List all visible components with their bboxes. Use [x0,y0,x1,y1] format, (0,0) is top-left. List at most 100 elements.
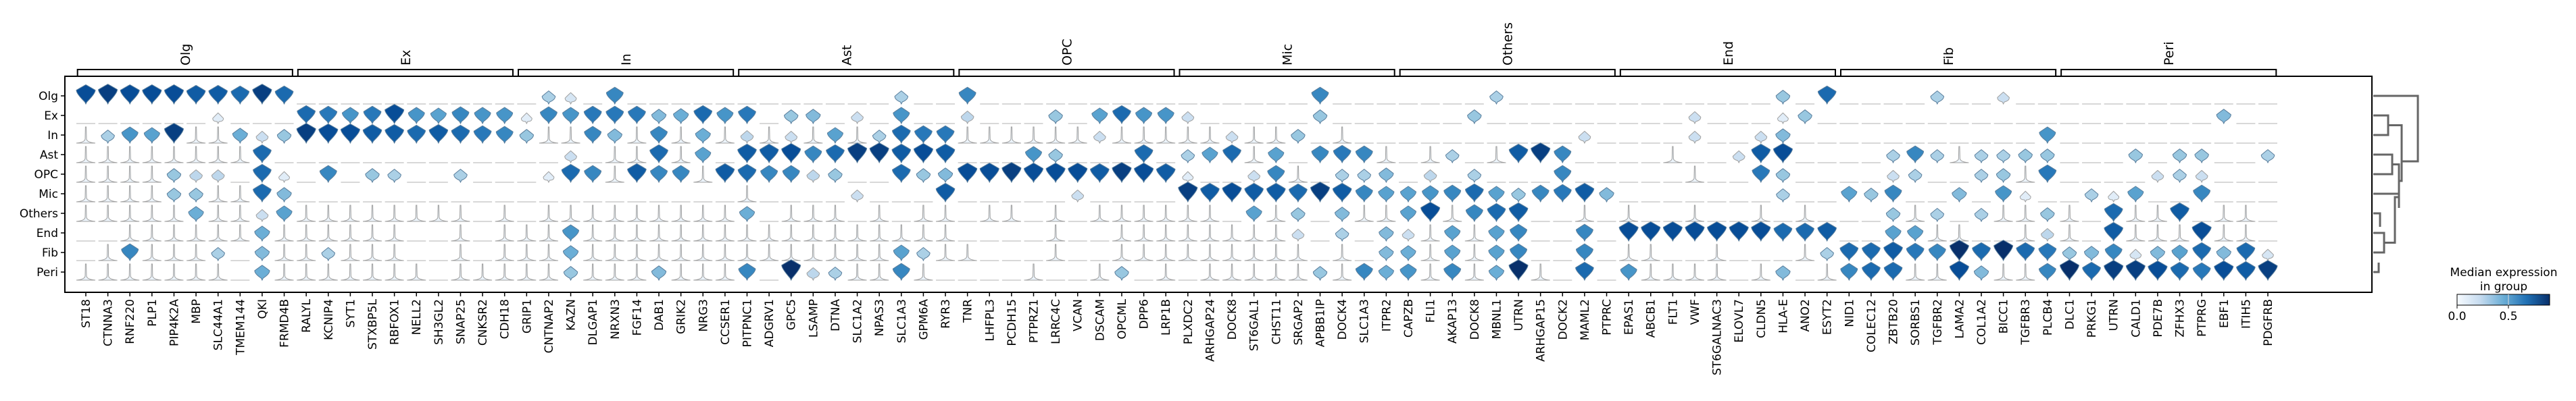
violin [891,224,911,242]
violin [1247,169,1260,184]
x-tick-label: DLGAP1 [587,299,600,345]
group-bracket [1179,69,1395,76]
group-label: Peri [2162,41,2177,65]
x-tick-label: ELOVL7 [1733,299,1746,343]
violin [1488,244,1505,262]
violin [387,168,401,184]
violin [1312,266,1328,282]
violin [120,165,140,183]
violin [716,107,734,125]
x-tick-label: APBB1IP [1314,299,1328,347]
violin [120,263,140,281]
violin [605,205,624,222]
violin [1599,187,1614,203]
violin [672,165,690,184]
group-bracket [2060,69,2277,76]
violin [274,244,294,261]
x-tick-label: ST6GALNAC3 [1711,299,1725,375]
violin [2192,242,2211,262]
x-tick-label: COL1A2 [1975,299,1989,345]
y-tick-label: Mic [39,188,58,201]
violin [1886,149,1900,164]
violin [1024,126,1043,144]
violin [385,263,404,281]
x-tick-label: QKI [256,299,270,319]
violin [142,84,162,105]
x-tick-label: RNF220 [124,299,137,344]
violin [1156,244,1176,261]
violin [1333,126,1352,144]
violin [187,224,206,242]
violin [274,263,294,281]
violin [208,146,228,163]
violin [365,168,380,184]
violin [1688,130,1702,144]
violin [2040,207,2055,223]
violin [186,84,206,105]
violin [1200,263,1220,281]
x-tick-label: SORBS1 [1909,299,1923,346]
violin [1134,126,1154,144]
violin [1751,143,1771,164]
violin [1488,225,1505,242]
x-tick-label: GPM6A [917,299,931,340]
violin [495,126,514,144]
violin [2104,260,2124,282]
violin [1024,263,1043,281]
violin [98,205,118,222]
violin [1663,146,1683,163]
violin [1464,244,1484,261]
x-tick-label: ARHGAP24 [1204,299,1217,362]
violin [1531,184,1550,203]
violin [760,224,779,242]
violin [737,185,757,203]
violin [562,107,580,125]
violin [1400,245,1416,262]
violin [1641,263,1660,281]
violin [2170,224,2189,242]
violin [936,125,955,144]
x-tick-label: GRIP1 [520,299,534,333]
violin [1048,109,1063,125]
violin [916,168,931,184]
dendrogram-link [2373,95,2419,163]
violin [563,245,579,262]
violin [254,265,270,282]
violin [1178,205,1197,222]
violin [935,143,956,164]
x-tick-label: DTNA [829,299,843,331]
x-tick-label: KAZN [565,299,578,331]
x-tick-label: PCDH15 [1006,299,1019,346]
violin [870,263,889,281]
violin [693,263,713,281]
violin [188,206,204,223]
x-tick-label: NPAS3 [873,299,887,336]
x-tick-label: LHFPL3 [983,299,997,342]
violin [1618,221,1639,242]
violin [166,188,182,203]
violin [894,90,909,105]
violin [1508,202,1529,223]
violin [1930,149,1944,164]
violin [1335,227,1349,242]
violin [1134,224,1154,242]
violin [650,165,668,184]
violin [806,169,820,184]
violin [2038,164,2057,184]
violin [2016,263,2035,281]
violin [2082,261,2101,282]
group-bracket [958,69,1175,76]
violin [517,224,537,242]
violin [1662,221,1683,242]
violin [1974,149,1989,164]
dendrogram-link [2373,232,2385,254]
violin [1420,263,1440,281]
violin [2193,184,2211,203]
violin [142,165,162,183]
violin [958,86,976,105]
violin [1883,261,1903,282]
violin [1795,205,1815,222]
violin [318,224,338,242]
violin [1443,184,1462,203]
violin [1266,263,1286,281]
